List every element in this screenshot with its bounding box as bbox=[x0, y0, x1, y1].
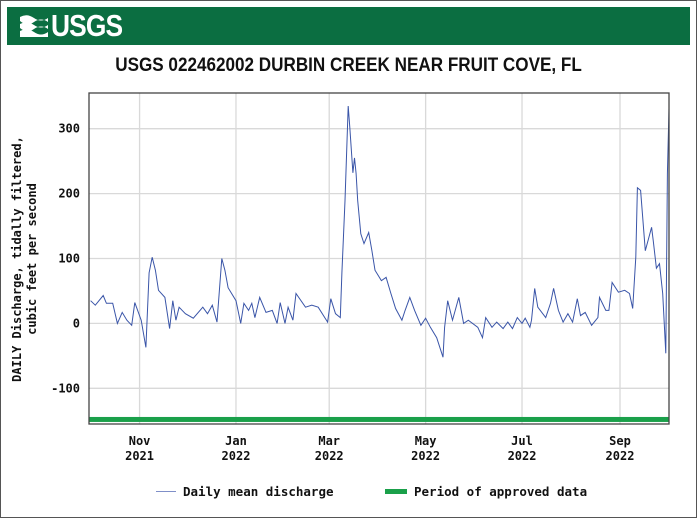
x-tick-labels: Nov2021Jan2022Mar2022May2022Jul2022Sep20… bbox=[125, 434, 634, 463]
x-tick-year: 2022 bbox=[508, 449, 537, 463]
grid bbox=[89, 93, 669, 424]
series-line-daily-mean-discharge bbox=[90, 105, 670, 358]
x-tick-year: 2021 bbox=[125, 449, 154, 463]
legend-label: Period of approved data bbox=[414, 484, 588, 499]
legend-label: Daily mean discharge bbox=[183, 484, 334, 499]
x-tick-year: 2022 bbox=[222, 449, 251, 463]
y-tick-labels: -100 0 100 200 300 bbox=[51, 122, 80, 396]
approved-data-bar bbox=[89, 416, 669, 422]
x-tick-month: Jul bbox=[511, 434, 533, 448]
x-tick-year: 2022 bbox=[315, 449, 344, 463]
usgs-logo-text: USGS bbox=[51, 8, 123, 43]
x-tick-month: Sep bbox=[609, 434, 631, 448]
x-tick-month: Mar bbox=[318, 434, 340, 448]
usgs-header-bar: USGS bbox=[7, 7, 690, 45]
legend-item-daily-mean-discharge: Daily mean discharge bbox=[156, 484, 334, 499]
usgs-wave-icon bbox=[20, 15, 48, 37]
usgs-logo[interactable]: USGS bbox=[19, 8, 135, 43]
y-tick-label: -100 bbox=[51, 381, 80, 395]
x-tick-month: May bbox=[415, 434, 437, 448]
plot-area-border bbox=[88, 92, 670, 425]
y-tick-label: 200 bbox=[58, 187, 80, 201]
y-axis-label-line2: cubic feet per second bbox=[25, 183, 39, 335]
y-tick-label: 0 bbox=[73, 316, 80, 330]
legend-item-approved-data: Period of approved data bbox=[385, 484, 587, 499]
chart-title: USGS 022462002 DURBIN CREEK NEAR FRUIT C… bbox=[115, 55, 582, 76]
y-tick-label: 100 bbox=[58, 252, 80, 266]
legend-bar-swatch bbox=[385, 489, 407, 494]
x-tick-year: 2022 bbox=[606, 449, 635, 463]
x-tick-month: Nov bbox=[129, 434, 151, 448]
x-tick-year: 2022 bbox=[411, 449, 440, 463]
y-axis-label-line1: DAILY Discharge, tidally filtered, bbox=[10, 136, 24, 382]
x-tick-month: Jan bbox=[225, 434, 247, 448]
y-tick-label: 300 bbox=[58, 122, 80, 136]
legend-line-swatch bbox=[156, 491, 176, 492]
